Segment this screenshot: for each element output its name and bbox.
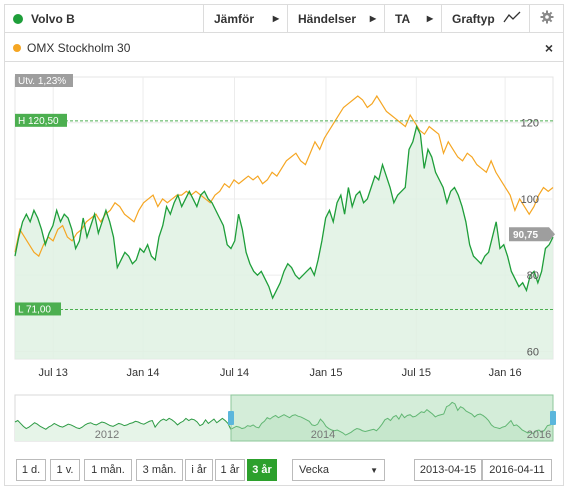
graphtype-label: Graftyp bbox=[452, 11, 495, 26]
compare-color-dot bbox=[13, 43, 21, 52]
range-3m[interactable]: 3 mån. bbox=[136, 459, 183, 481]
settings-button[interactable] bbox=[529, 5, 563, 32]
y-tick-label: 60 bbox=[527, 346, 539, 358]
range-3y[interactable]: 3 år bbox=[247, 459, 277, 481]
volvo-area bbox=[15, 126, 553, 359]
caret-right-icon: ▶ bbox=[369, 14, 376, 23]
navigator[interactable]: 2012 2014 2016 bbox=[5, 391, 563, 447]
last-price-badge-bg bbox=[509, 227, 555, 242]
line-graph-icon bbox=[503, 11, 521, 26]
ta-button[interactable]: TA ▶ bbox=[384, 5, 441, 32]
navigator-selection[interactable] bbox=[230, 394, 554, 442]
volvo-series-line bbox=[14, 124, 554, 300]
caret-right-icon: ▶ bbox=[426, 14, 433, 23]
interval-value: Vecka bbox=[299, 464, 329, 476]
x-tick-label: Jul 13 bbox=[39, 367, 68, 379]
x-tick-label: Jan 14 bbox=[127, 367, 160, 379]
gear-icon bbox=[540, 10, 554, 27]
navigator-line bbox=[14, 401, 554, 436]
high-badge-text: H 120,50 bbox=[18, 116, 59, 127]
x-tick-label: Jul 15 bbox=[402, 367, 431, 379]
instrument-name: Volvo B bbox=[31, 11, 75, 26]
navigator-year-label: 2016 bbox=[527, 429, 551, 441]
compare-row: OMX Stockholm 30 × bbox=[5, 34, 563, 62]
date-from-field[interactable]: 2013-04-15 bbox=[414, 459, 482, 481]
instrument-title: Volvo B bbox=[5, 5, 203, 32]
chart-toolbar: Volvo B Jämför ▶ Händelser ▶ TA ▶ Grafty… bbox=[5, 5, 563, 33]
change-badge: Utv. 1,23% bbox=[15, 74, 73, 87]
low-badge: L 71,00 bbox=[15, 302, 61, 316]
compare-button[interactable]: Jämför ▶ bbox=[203, 5, 287, 32]
change-badge-bg bbox=[15, 74, 73, 87]
graphtype-button[interactable]: Graftyp bbox=[441, 5, 529, 32]
high-badge-bg bbox=[15, 113, 67, 127]
navigator-year-label: 2012 bbox=[95, 429, 119, 441]
caret-right-icon: ▶ bbox=[272, 14, 279, 23]
last-price-value: 90,75 bbox=[513, 230, 538, 241]
date-to-field[interactable]: 2016-04-11 bbox=[482, 459, 552, 481]
compare-name: OMX Stockholm 30 bbox=[27, 40, 131, 55]
compare-label: Jämför bbox=[214, 11, 255, 26]
range-1d[interactable]: 1 d. bbox=[16, 459, 46, 481]
close-icon[interactable]: × bbox=[544, 40, 553, 56]
navigator-handle-left[interactable] bbox=[228, 411, 234, 425]
x-tick-label: Jan 16 bbox=[489, 367, 522, 379]
change-badge-text: Utv. 1,23% bbox=[18, 76, 66, 87]
x-tick-label: Jan 15 bbox=[309, 367, 342, 379]
x-tick-label: Jul 14 bbox=[220, 367, 249, 379]
price-chart[interactable]: 60 80 100 120 Jul 13 Jan 14 Jul 14 Jan 15 Jul 15… bbox=[5, 67, 563, 387]
last-price-badge: 90,75 bbox=[509, 227, 555, 242]
range-ytd[interactable]: i år bbox=[185, 459, 213, 481]
range-1y[interactable]: 1 år bbox=[215, 459, 245, 481]
caret-down-icon: ▼ bbox=[370, 465, 378, 475]
range-bar: 1 d. 1 v. 1 mån. 3 mån. i år 1 år 3 år V… bbox=[5, 457, 563, 483]
y-tick-label: 80 bbox=[527, 270, 539, 282]
y-tick-label: 100 bbox=[521, 194, 539, 206]
range-1w[interactable]: 1 v. bbox=[50, 459, 80, 481]
low-badge-bg bbox=[15, 302, 61, 316]
navigator-handle-right[interactable] bbox=[550, 411, 556, 425]
range-1m[interactable]: 1 mån. bbox=[84, 459, 132, 481]
low-badge-text: L 71,00 bbox=[18, 304, 51, 315]
events-label: Händelser bbox=[298, 11, 357, 26]
y-tick-label: 120 bbox=[521, 118, 539, 130]
instrument-color-dot bbox=[13, 13, 23, 24]
high-badge: H 120,50 bbox=[15, 113, 67, 127]
ta-label: TA bbox=[395, 11, 411, 26]
chart-widget: Volvo B Jämför ▶ Händelser ▶ TA ▶ Grafty… bbox=[4, 4, 564, 486]
navigator-area bbox=[15, 402, 553, 441]
interval-select[interactable]: Vecka ▼ bbox=[292, 459, 385, 481]
navigator-year-label: 2014 bbox=[311, 429, 335, 441]
events-button[interactable]: Händelser ▶ bbox=[287, 5, 384, 32]
